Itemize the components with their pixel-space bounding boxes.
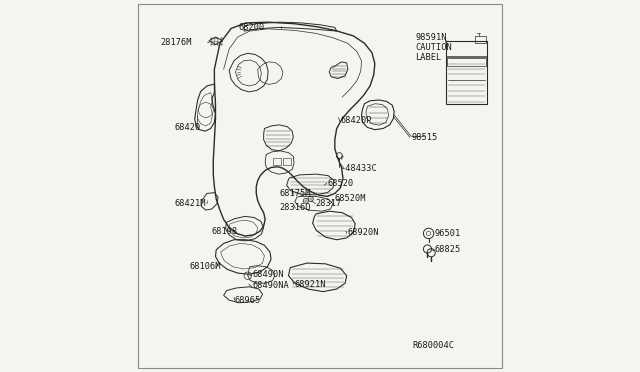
Text: LABEL: LABEL [415,52,442,61]
Bar [447,57,486,66]
Text: 98515: 98515 [412,132,438,142]
Text: 28316Q: 28316Q [279,203,311,212]
Text: 68825: 68825 [435,245,461,254]
Text: 68106M: 68106M [189,262,221,271]
Text: 68198: 68198 [212,227,238,236]
Text: 28176M: 28176M [161,38,192,47]
Text: 68490NA: 68490NA [253,281,289,290]
Bar [446,41,487,55]
Bar [273,158,281,165]
Text: 68920N: 68920N [348,228,379,237]
Text: 68921N: 68921N [294,280,326,289]
Text: 68200: 68200 [239,23,265,32]
Text: 68420: 68420 [175,123,201,132]
Text: 28317: 28317 [316,199,342,208]
Text: -48433C: -48433C [340,164,377,173]
Text: 98591N: 98591N [415,32,447,42]
Bar [475,36,486,42]
Text: 68490N: 68490N [253,270,284,279]
Text: 96501: 96501 [435,229,461,238]
Bar [446,41,487,105]
Text: 68965: 68965 [235,296,261,305]
Text: 68520M: 68520M [334,195,365,203]
Text: 68421M: 68421M [175,199,206,208]
Text: 68420P: 68420P [340,116,372,125]
Text: CAUTION: CAUTION [415,42,452,51]
Text: 68520: 68520 [328,179,354,187]
Bar [283,158,291,165]
Text: R680004C: R680004C [413,341,454,350]
Text: 68175M: 68175M [279,189,311,198]
